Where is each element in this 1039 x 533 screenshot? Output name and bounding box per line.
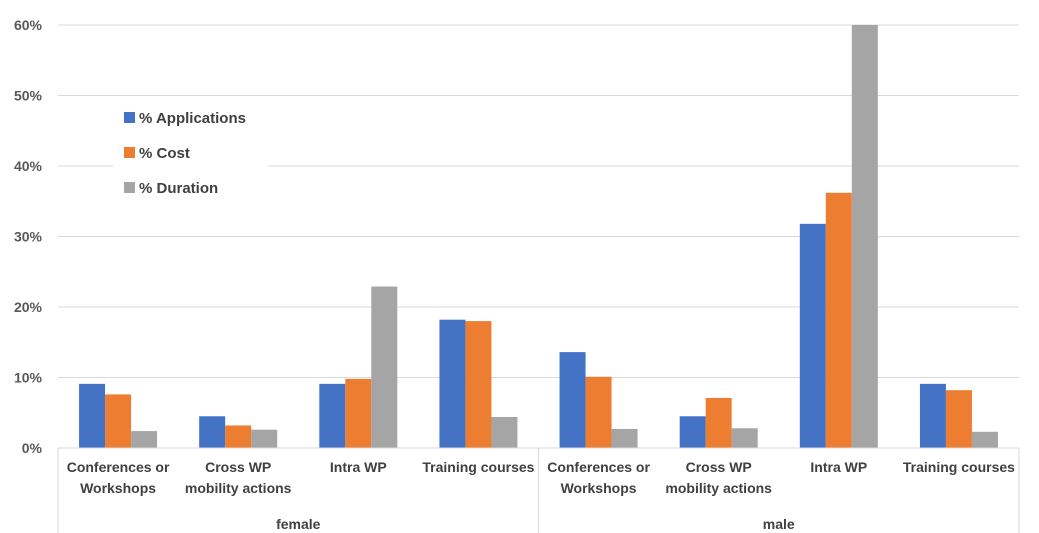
y-axis-tick-labels: 0% 10% 20% 30% 40% 50% 60%: [14, 17, 43, 456]
y-tick-label: 0%: [22, 440, 43, 456]
y-tick-label: 60%: [14, 17, 43, 33]
x-group-label: male: [763, 516, 795, 532]
legend-background: [113, 103, 268, 208]
x-category-label: Cross WP mobility actions: [185, 459, 292, 496]
bar: [919, 383, 946, 448]
x-category-label: Training courses: [903, 459, 1015, 475]
bar: [465, 321, 492, 448]
x-category-label-line: Training courses: [903, 459, 1015, 475]
y-tick-label: 40%: [14, 158, 43, 174]
legend-swatch: [124, 112, 135, 123]
x-category-label-line: Training courses: [422, 459, 534, 475]
x-category-label-line: Intra WP: [330, 459, 387, 475]
bar: [491, 416, 518, 448]
bar: [611, 428, 638, 448]
x-category-label: Cross WP mobility actions: [665, 459, 772, 496]
legend-label: % Duration: [139, 180, 218, 197]
bar: [731, 428, 758, 448]
x-category-label: Conferences or Workshops: [67, 459, 170, 496]
bar: [825, 192, 852, 448]
bar: [225, 425, 252, 448]
legend-label: % Cost: [139, 145, 190, 162]
x-category-label: Conferences or Workshops: [547, 459, 650, 496]
bar: [705, 397, 732, 448]
legend-swatch: [124, 182, 135, 193]
legend: % Applications % Cost % Duration: [113, 103, 268, 208]
x-category-label-line: Conferences or: [547, 459, 650, 475]
bar: [79, 383, 106, 448]
bar: [679, 416, 706, 448]
bar: [799, 223, 826, 448]
x-category-label: Intra WP: [330, 459, 387, 475]
x-group-label: female: [276, 516, 321, 532]
bar: [945, 390, 972, 448]
y-tick-label: 30%: [14, 229, 43, 245]
x-category-label-line: Cross WP: [686, 459, 752, 475]
bar: [251, 429, 278, 448]
x-category-label-line: Conferences or: [67, 459, 170, 475]
y-tick-label: 10%: [14, 370, 43, 386]
x-category-label-line: Cross WP: [205, 459, 271, 475]
bar: [345, 378, 372, 448]
legend-swatch: [124, 147, 135, 158]
x-category-label: Training courses: [422, 459, 534, 475]
bar: [371, 286, 398, 448]
x-category-label-line: mobility actions: [185, 480, 292, 496]
x-axis: Conferences or Workshops Cross WP mobility …: [57, 447, 1020, 533]
y-tick-label: 20%: [14, 299, 43, 315]
bar: [851, 25, 878, 448]
bar: [559, 352, 586, 448]
bar: [131, 431, 158, 448]
bar: [585, 376, 612, 448]
bar: [319, 383, 346, 448]
x-category-label: Intra WP: [810, 459, 867, 475]
x-category-label-line: Workshops: [561, 480, 637, 496]
bars: [79, 25, 998, 448]
x-category-label-line: mobility actions: [665, 480, 772, 496]
y-tick-label: 50%: [14, 88, 43, 104]
legend-label: % Applications: [139, 110, 246, 127]
bar: [439, 319, 466, 448]
x-category-label-line: Workshops: [80, 480, 156, 496]
bar: [199, 416, 226, 448]
bar: [105, 394, 132, 448]
bar: [971, 431, 998, 448]
x-category-label-line: Intra WP: [810, 459, 867, 475]
